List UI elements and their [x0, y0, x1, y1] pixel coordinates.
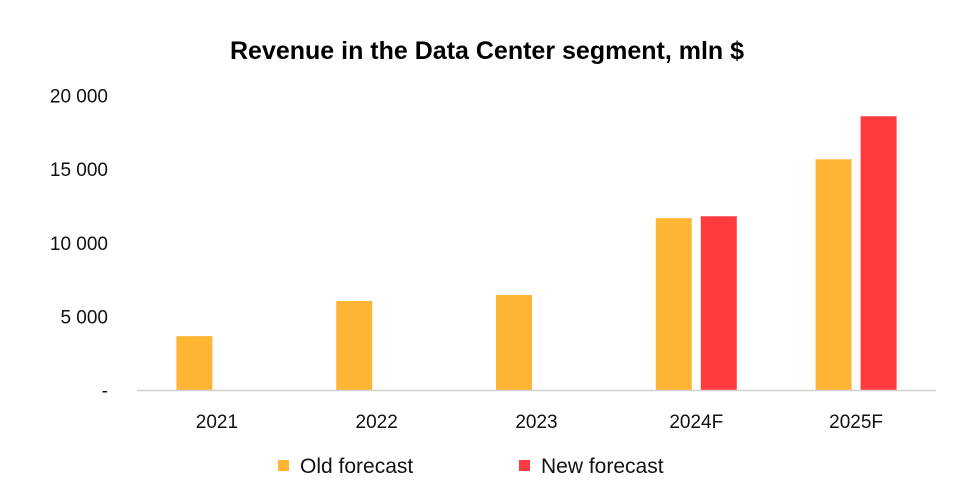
bar-old-forecast-2024f — [655, 218, 692, 390]
bar-new-forecast-2025f — [860, 116, 897, 390]
bars — [176, 116, 897, 390]
x-tick-label: 2024F — [669, 412, 723, 433]
y-axis: - 5 000 10 000 15 000 20 000 — [50, 87, 108, 403]
x-axis: 2021 2022 2023 2024F 2025F — [196, 412, 883, 433]
x-tick-label: 2022 — [356, 412, 398, 433]
chart-title: Revenue in the Data Center segment, mln … — [230, 37, 744, 65]
bar-old-forecast-2022 — [336, 301, 373, 390]
legend-label: New forecast — [541, 455, 664, 478]
x-tick-label: 2021 — [196, 412, 238, 433]
bar-old-forecast-2023 — [496, 295, 532, 390]
y-tick-label: 15 000 — [50, 160, 108, 181]
legend-swatch — [278, 460, 289, 471]
y-tick-label: 20 000 — [50, 87, 108, 108]
bar-old-forecast-2021 — [176, 336, 213, 390]
y-tick-label: 10 000 — [50, 234, 108, 255]
legend: Old forecast New forecast — [278, 455, 664, 478]
bar-new-forecast-2024f — [700, 216, 737, 390]
legend-label: Old forecast — [300, 455, 413, 478]
bar-old-forecast-2025f — [815, 159, 852, 390]
x-tick-label: 2025F — [829, 412, 883, 433]
x-tick-label: 2023 — [515, 412, 557, 433]
y-tick-label: 5 000 — [60, 307, 108, 328]
y-tick-label: - — [102, 381, 108, 402]
legend-swatch — [519, 460, 530, 471]
